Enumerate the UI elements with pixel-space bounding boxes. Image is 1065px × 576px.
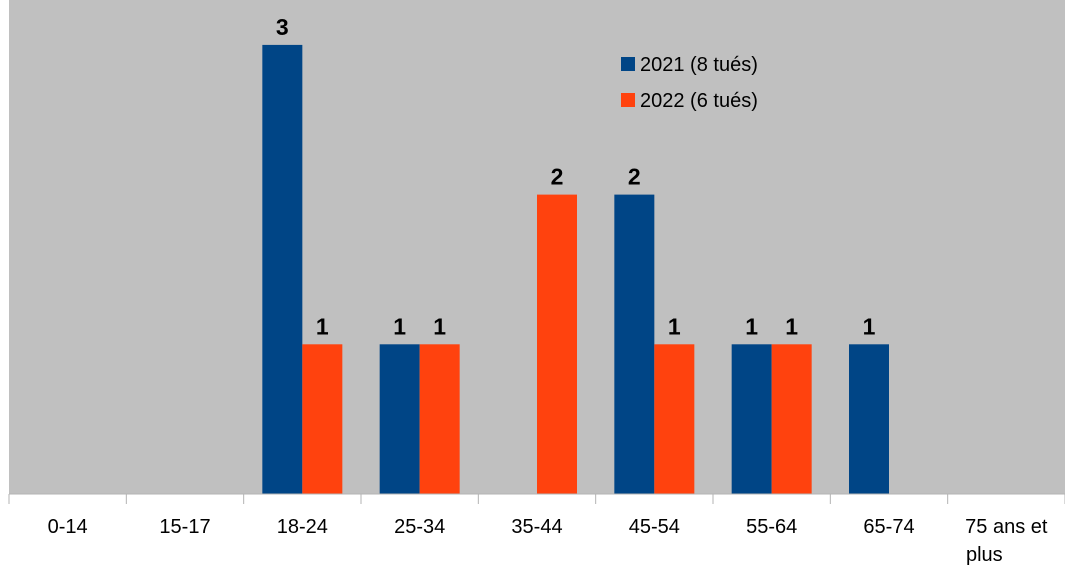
bar-18-24-series-0 bbox=[262, 44, 303, 495]
bar-25-34-series-1 bbox=[419, 344, 460, 494]
x-tick-label-55-64: 55-64 bbox=[746, 516, 797, 538]
data-label-35-44-series-1: 2 bbox=[551, 164, 564, 190]
bars-group bbox=[262, 44, 889, 495]
bar-18-24-series-1 bbox=[302, 344, 343, 494]
x-tick-label-75-ans-et-plus: 75 ans et plus bbox=[965, 516, 1048, 566]
x-tick-label-15-17: 15-17 bbox=[159, 516, 210, 538]
x-tick-label-25-34: 25-34 bbox=[394, 516, 445, 538]
legend: 2021 (8 tués) 2022 (6 tués) bbox=[621, 54, 758, 112]
data-labels-group: 3 1 1 1 2 2 1 1 1 1 bbox=[276, 14, 876, 339]
x-tick-label-45-54: 45-54 bbox=[629, 516, 680, 538]
data-label-45-54-series-1: 1 bbox=[668, 313, 681, 339]
data-label-45-54-series-0: 2 bbox=[628, 164, 641, 190]
bar-45-54-series-1 bbox=[654, 344, 695, 494]
data-label-25-34-series-0: 1 bbox=[393, 313, 406, 339]
data-label-18-24-series-1: 1 bbox=[316, 313, 329, 339]
bar-55-64-series-0 bbox=[731, 344, 772, 494]
x-tick-label-0-14: 0-14 bbox=[48, 516, 88, 538]
x-tick-label-65-74: 65-74 bbox=[863, 516, 914, 538]
bar-45-54-series-0 bbox=[614, 194, 655, 494]
legend-swatch-2022 bbox=[621, 93, 635, 107]
data-label-18-24-series-0: 3 bbox=[276, 14, 289, 40]
data-label-25-34-series-1: 1 bbox=[433, 313, 446, 339]
bar-35-44-series-1 bbox=[537, 194, 577, 494]
bar-55-64-series-1 bbox=[771, 344, 812, 494]
bar-65-74-series-0 bbox=[849, 344, 889, 494]
x-tick-label-35-44: 35-44 bbox=[511, 516, 562, 538]
data-label-55-64-series-1: 1 bbox=[785, 313, 798, 339]
legend-swatch-2021 bbox=[621, 57, 635, 71]
x-axis: 0-14 15-17 18-24 25-34 35-44 45-54 55-64 65-74 7… bbox=[8, 493, 1065, 566]
bar-25-34-series-0 bbox=[379, 344, 420, 494]
data-label-55-64-series-0: 1 bbox=[745, 313, 758, 339]
data-label-65-74-series-0: 1 bbox=[863, 313, 876, 339]
legend-label-2021: 2021 (8 tués) bbox=[640, 54, 758, 76]
x-tick-label-18-24: 18-24 bbox=[277, 516, 328, 538]
legend-label-2022: 2022 (6 tués) bbox=[640, 90, 758, 112]
